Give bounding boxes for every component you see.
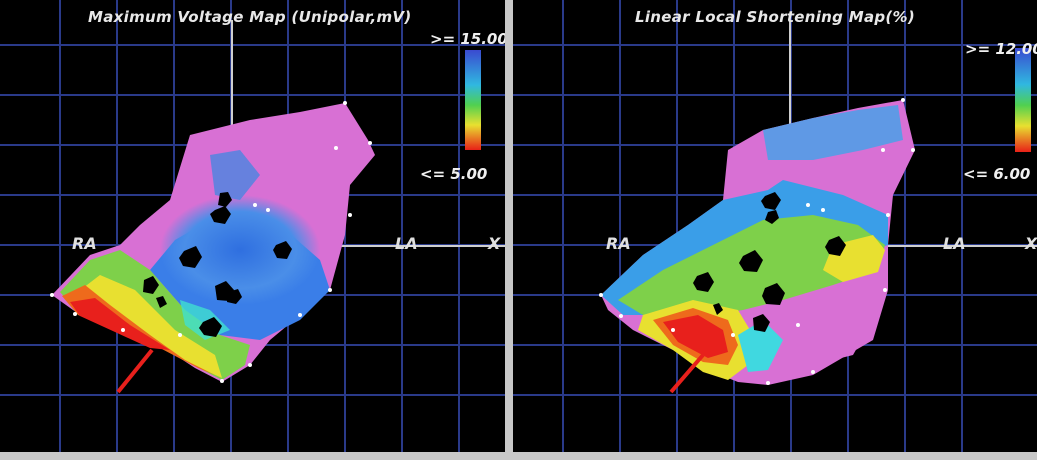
legend-max-label: >= 15.00 [430,30,505,48]
legend-color-bar [465,50,481,150]
la-label: LA [395,234,418,253]
map-title: Maximum Voltage Map (Unipolar,mV) [88,8,412,26]
x-axis-label: X [488,234,501,253]
shortening-map-canvas [513,0,1037,452]
la-label: LA [943,234,966,253]
ra-label: RA [606,234,631,253]
legend-min-label: <= 6.00 [963,165,1031,183]
x-axis-label: X [1025,234,1037,253]
legend-min-label: <= 5.00 [420,165,488,183]
legend-color-bar [1015,48,1031,152]
ra-label: RA [72,234,97,253]
shortening-surface [599,98,915,394]
map-title: Linear Local Shortening Map(%) [635,8,916,26]
shortening-map-panel: Linear Local Shortening Map(%) >= 12.00 … [513,0,1037,452]
legend-max-label: >= 12.00 [965,40,1037,58]
voltage-surface [50,101,375,394]
voltage-map-canvas [0,0,505,452]
voltage-map-panel: Maximum Voltage Map (Unipolar,mV) >= 15.… [0,0,505,452]
